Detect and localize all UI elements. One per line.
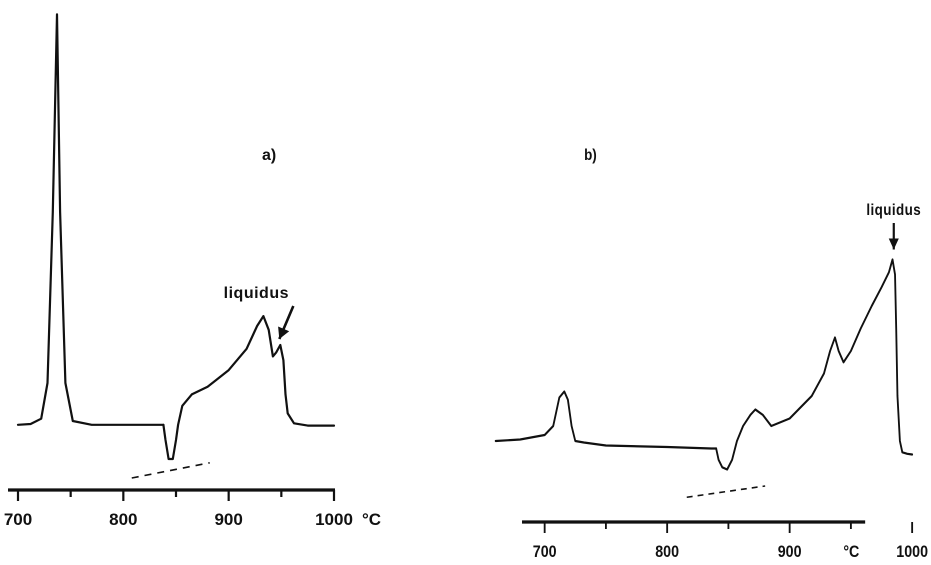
panel-a-chart: 700 800 900 1000 °C a) liquidus [4,13,381,529]
x-tick-label-1000: 1000 [315,510,353,529]
x-tick-label-700: 700 [4,510,32,529]
x-tick-label-900: 900 [214,510,242,529]
dta-curve-segment-1 [494,390,718,450]
x-axis-unit-label: °C [843,543,859,561]
x-tick-label-800: 800 [109,510,137,529]
x-tick-label-1000: 1000 [896,543,928,561]
dta-curve-segment-1 [16,13,165,426]
x-tick-label-900: 900 [778,543,802,561]
panel-label: a) [262,147,276,164]
panel-b-chart: 700 800 900 1000 °C b) liquidus [494,147,928,561]
panel-label: b) [584,147,597,164]
baseline-extrapolation [686,485,766,499]
dta-curve-segment-2 [715,258,914,471]
liquidus-arrow-head [888,238,899,250]
liquidus-annotation-label: liquidus [866,202,921,219]
liquidus-annotation-label: liquidus [224,285,289,302]
x-tick-label-800: 800 [655,543,679,561]
x-axis-unit-label: °C [362,510,381,529]
liquidus-arrow-head [278,326,290,339]
dta-curve-segment-2 [162,315,336,461]
x-tick-label-700: 700 [533,543,557,561]
baseline-extrapolation [131,462,210,479]
